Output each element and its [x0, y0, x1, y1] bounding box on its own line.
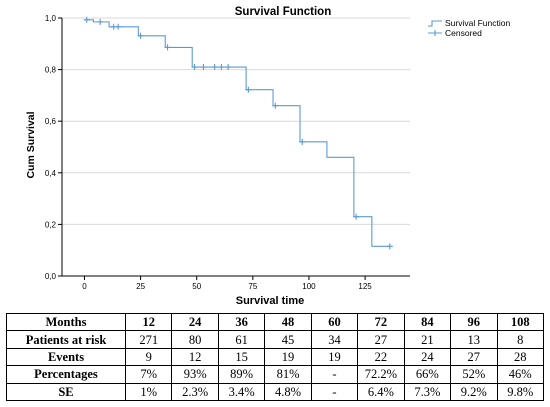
- table-cell: 60: [310, 312, 359, 332]
- table-cell: 93%: [171, 365, 219, 384]
- table-cell: 9.2%: [450, 382, 498, 401]
- table-cell: 89%: [217, 365, 266, 384]
- table-cell: 12: [171, 347, 219, 367]
- censored-marker: [97, 18, 104, 25]
- x-tick-label: 125: [358, 282, 372, 291]
- risk-table: Months 12 24 36 48 60 72 84 96 108 Patients at ris…: [6, 312, 544, 401]
- table-cell: 19: [264, 347, 312, 367]
- table-cell: 80: [171, 330, 219, 349]
- y-tick-label: 0,8: [45, 66, 57, 75]
- table-cell: 24: [403, 347, 452, 367]
- y-tick-label: 0,4: [45, 169, 57, 178]
- table-cell: 36: [217, 312, 266, 332]
- censored-marker: [137, 32, 144, 39]
- row-label: Patients at risk: [6, 330, 126, 349]
- table-cell: 13: [450, 330, 498, 349]
- table-cell: 72: [357, 312, 405, 332]
- table-cell: -: [310, 382, 359, 401]
- table-cell: 24: [171, 312, 219, 332]
- y-tick-label: 0,2: [45, 220, 57, 229]
- table-row: SE 1% 2.3% 3.4% 4.8% -6.4% 7.3% 9.2% 9.8%: [6, 382, 544, 401]
- table-cell: 1%: [124, 382, 173, 401]
- table-cell: 6.4%: [357, 382, 405, 401]
- x-tick-label: 75: [248, 282, 257, 291]
- legend-label: Survival Function: [445, 18, 510, 28]
- table-cell: 45: [264, 330, 312, 349]
- censored-marker: [299, 138, 306, 145]
- legend-label: Censored: [445, 28, 482, 38]
- y-tick-label: 1,0: [45, 14, 57, 23]
- table-header-row: Months 12 24 36 48 60 72 84 96 108: [6, 312, 544, 332]
- censored-marker: [164, 44, 171, 51]
- table-cell: 27: [357, 330, 405, 349]
- table-cell: 84: [403, 312, 452, 332]
- table-row: Patients at risk 271 80 61 45 34 27 21 13 8: [6, 330, 544, 349]
- censored-marker: [115, 23, 122, 30]
- x-tick-label: 50: [192, 282, 201, 291]
- x-axis-label: Survival time: [236, 295, 304, 307]
- table-cell: 52%: [450, 365, 498, 384]
- y-axis-label: Cum Survival: [25, 111, 37, 178]
- x-tick-label: 0: [82, 282, 87, 291]
- grid-layer: [62, 17, 410, 277]
- censored-marker: [353, 213, 360, 220]
- chart-title: Survival Function: [235, 6, 332, 18]
- table-cell: -: [310, 365, 359, 384]
- table-cell: 271: [124, 330, 173, 349]
- table-cell: 22: [357, 347, 405, 367]
- legend-censored-icon: [428, 30, 442, 36]
- x-tick-label: 100: [302, 282, 316, 291]
- censored-marker: [83, 16, 90, 23]
- table-cell: 21: [403, 330, 452, 349]
- axis-layer: 0,0 0,2 0,4 0,6 0,8 1,0 0 25 50 75 100 125: [45, 14, 410, 291]
- row-label: Months: [6, 312, 126, 332]
- table-cell: 27: [450, 347, 498, 367]
- row-label: Events: [6, 347, 126, 367]
- table-cell: 9: [124, 347, 173, 367]
- table-cell: 96: [450, 312, 498, 332]
- y-tick-label: 0,0: [45, 272, 57, 281]
- table-cell: 3.4%: [217, 382, 266, 401]
- censored-marker: [191, 64, 198, 71]
- censored-marker: [200, 64, 207, 71]
- table-cell: 2.3%: [171, 382, 219, 401]
- chart-svg: Survival Function Cum Survival Survival …: [25, 6, 510, 307]
- censored-marker: [386, 243, 393, 250]
- table-cell: 28: [496, 347, 544, 367]
- table-row: Events 9 12 15 19 19 22 24 27 28: [6, 347, 544, 367]
- table-cell: 72.2%: [357, 365, 405, 384]
- legend-step-icon: [428, 20, 442, 27]
- table-cell: 66%: [403, 365, 452, 384]
- censored-marker: [225, 64, 232, 71]
- table-cell: 34: [310, 330, 359, 349]
- table-cell: 61: [217, 330, 266, 349]
- table-cell: 108: [496, 312, 544, 332]
- table-cell: 19: [310, 347, 359, 367]
- table-cell: 9.8%: [496, 382, 544, 401]
- row-label: Percentages: [6, 365, 126, 384]
- y-tick-label: 0,6: [45, 117, 57, 126]
- table-cell: 7%: [124, 365, 173, 384]
- censored-marker: [245, 86, 252, 93]
- series-layer: [83, 16, 393, 250]
- table-cell: 15: [217, 347, 266, 367]
- survival-step-line: [84, 19, 390, 247]
- censored-marker: [272, 102, 279, 109]
- table-row: Percentages 7% 93% 89% 81% -72.2% 66% 52% 46%: [6, 365, 544, 384]
- x-tick-label: 25: [136, 282, 145, 291]
- table-cell: 46%: [496, 365, 544, 384]
- censored-marker: [211, 64, 218, 71]
- row-label: SE: [6, 382, 126, 401]
- table-cell: 8: [496, 330, 544, 349]
- table-cell: 81%: [264, 365, 312, 384]
- censored-marker: [218, 64, 225, 71]
- table-cell: 48: [264, 312, 312, 332]
- table-cell: 4.8%: [264, 382, 312, 401]
- table-cell: 12: [124, 312, 173, 332]
- survival-chart: Survival Function Cum Survival Survival …: [25, 6, 510, 307]
- table-cell: 7.3%: [403, 382, 452, 401]
